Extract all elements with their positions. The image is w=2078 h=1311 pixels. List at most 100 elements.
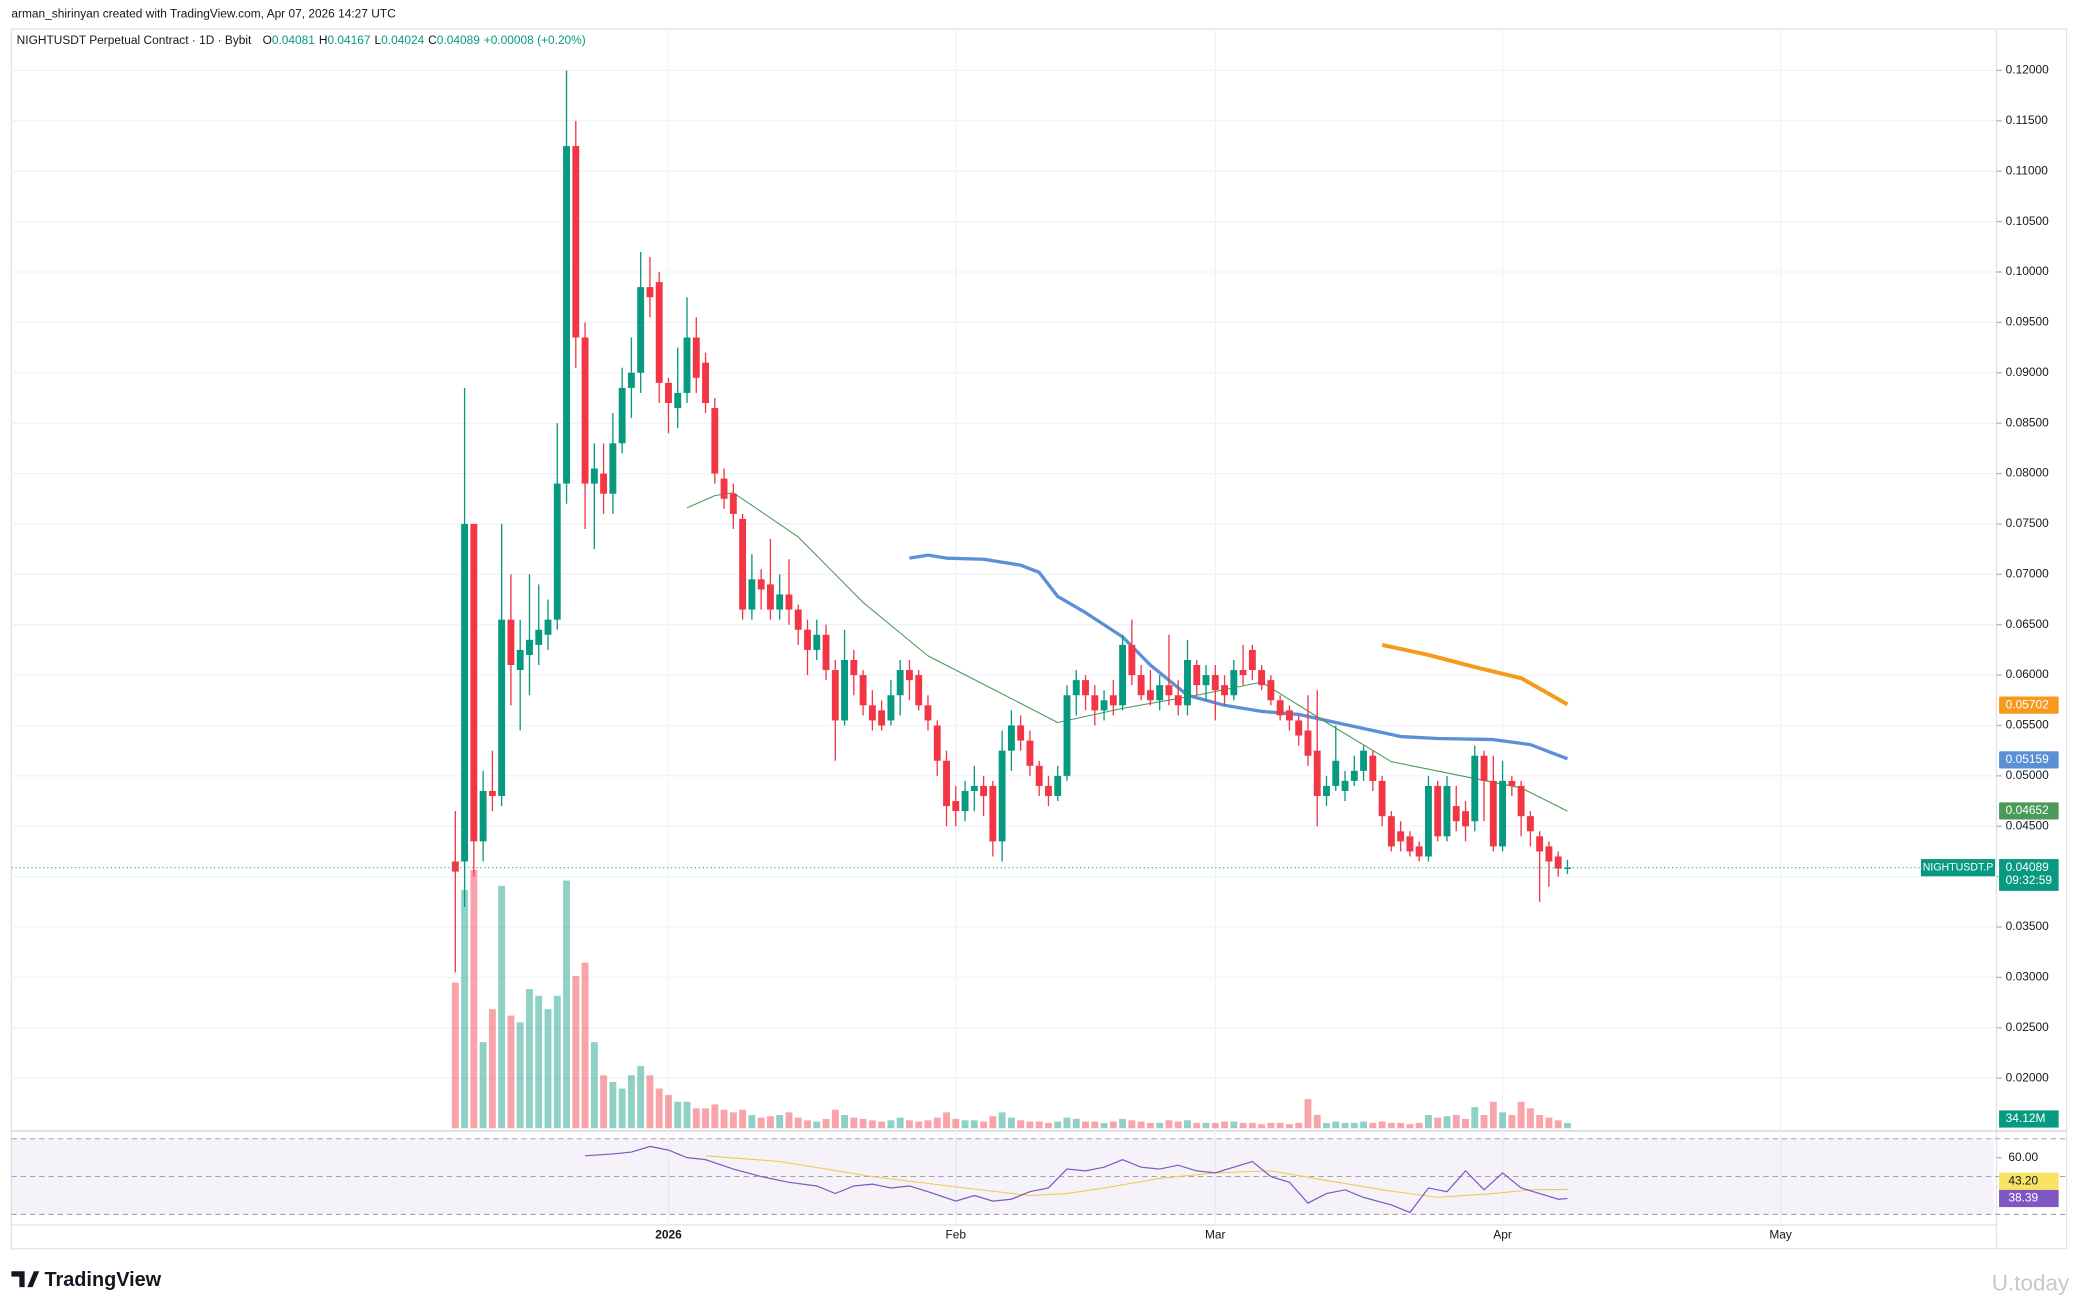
volume-bar bbox=[1499, 1112, 1507, 1129]
candle-body bbox=[665, 382, 672, 404]
logo-text: TradingView bbox=[44, 1269, 161, 1291]
candle-body bbox=[1369, 755, 1377, 781]
ohlc-value: 0.04024 bbox=[381, 33, 424, 47]
candle-body bbox=[627, 372, 635, 388]
volume-bar bbox=[1526, 1108, 1534, 1129]
volume-bar bbox=[1072, 1118, 1080, 1129]
candle-body bbox=[1239, 670, 1247, 676]
volume-bar bbox=[1323, 1122, 1330, 1129]
volume-bar bbox=[488, 1009, 496, 1129]
volume-bar bbox=[961, 1120, 969, 1129]
volume-bar bbox=[711, 1104, 719, 1129]
y-tick-label: 0.11000 bbox=[2006, 163, 2049, 177]
candle-body bbox=[859, 675, 867, 706]
candle-body bbox=[766, 584, 774, 610]
volume-bar bbox=[1248, 1122, 1256, 1129]
volume-bar bbox=[915, 1121, 923, 1129]
candle-body bbox=[1267, 680, 1275, 701]
volume-bar bbox=[1434, 1117, 1442, 1129]
volume-bar bbox=[1146, 1122, 1154, 1129]
candle-body bbox=[1480, 755, 1488, 781]
candle-body bbox=[1146, 690, 1154, 701]
ma-tag-bg bbox=[1999, 751, 2059, 769]
ohlc-value: 0.04081 bbox=[272, 33, 315, 47]
ohlc-key: O bbox=[263, 33, 272, 47]
volume-bar bbox=[1054, 1121, 1062, 1129]
volume-bar bbox=[627, 1075, 635, 1129]
volume-bar bbox=[1267, 1122, 1275, 1129]
volume-bar bbox=[1489, 1101, 1497, 1129]
candle-body bbox=[804, 629, 811, 650]
candle-body bbox=[470, 523, 478, 842]
candle-body bbox=[813, 634, 821, 650]
volume-bar bbox=[831, 1109, 839, 1129]
candle-body bbox=[1128, 644, 1136, 676]
y-tick-label: 0.05500 bbox=[2006, 718, 2049, 732]
candle-body bbox=[841, 659, 849, 721]
volume-bar bbox=[1360, 1121, 1368, 1129]
volume-bar bbox=[868, 1120, 876, 1129]
volume-bar bbox=[1295, 1122, 1303, 1129]
candle-body bbox=[1248, 649, 1256, 671]
candle-body bbox=[720, 478, 728, 499]
symbol: NIGHTUSDT Perpetual Contract · 1D · Bybi… bbox=[17, 33, 252, 47]
volume-bar bbox=[461, 889, 469, 1129]
candle-body bbox=[924, 705, 932, 721]
candle-body bbox=[776, 594, 784, 610]
candle-body bbox=[488, 790, 496, 797]
ma-tag-bg bbox=[1999, 802, 2059, 820]
volume-bar bbox=[1165, 1120, 1173, 1129]
volume-bar bbox=[1119, 1118, 1127, 1129]
candle-body bbox=[1082, 680, 1089, 696]
y-tick-label: 0.03500 bbox=[2006, 919, 2049, 933]
candle-body bbox=[1536, 836, 1544, 852]
candle-body bbox=[887, 695, 895, 721]
y-tick-label: 0.05000 bbox=[2006, 768, 2049, 782]
watermark: U.today bbox=[1992, 1270, 2070, 1295]
candle-body bbox=[1378, 780, 1386, 817]
volume-bar bbox=[1221, 1121, 1228, 1129]
y-tick-label: 0.07500 bbox=[2006, 516, 2049, 530]
volume-bar bbox=[1452, 1115, 1460, 1129]
candle-body bbox=[655, 282, 663, 383]
volume-bar bbox=[1397, 1122, 1405, 1129]
candle-body bbox=[1045, 785, 1052, 797]
volume-bar bbox=[1045, 1122, 1052, 1129]
candle-body bbox=[850, 659, 858, 676]
volume-bar bbox=[526, 989, 533, 1129]
volume-bar bbox=[739, 1109, 747, 1129]
volume-bar bbox=[1378, 1121, 1386, 1129]
volume-bar bbox=[479, 1042, 487, 1129]
ma-tag: 0.05702 bbox=[2006, 697, 2049, 711]
candle-body bbox=[1387, 816, 1395, 847]
candle-body bbox=[1489, 780, 1497, 847]
volume-bar bbox=[1536, 1115, 1544, 1129]
candle-body bbox=[980, 785, 988, 797]
volume-bar bbox=[1174, 1121, 1182, 1129]
candle-body bbox=[553, 483, 561, 620]
volume-bar bbox=[618, 1088, 626, 1129]
candle-body bbox=[563, 146, 570, 484]
volume-bar bbox=[933, 1117, 941, 1129]
volume-bar bbox=[507, 1015, 515, 1129]
rsi-tick-label: 60.00 bbox=[2008, 1150, 2038, 1164]
volume-bar bbox=[841, 1115, 849, 1129]
volume-bar bbox=[1545, 1117, 1553, 1129]
volume-bar bbox=[1480, 1115, 1488, 1129]
candle-body bbox=[1471, 755, 1479, 822]
volume-bar bbox=[766, 1116, 774, 1129]
volume-bar bbox=[1369, 1122, 1377, 1129]
y-tick-label: 0.06000 bbox=[2006, 667, 2049, 681]
volume-bar bbox=[1387, 1122, 1395, 1129]
candle-body bbox=[1054, 775, 1062, 797]
volume-bar bbox=[1554, 1120, 1562, 1129]
volume-bar bbox=[1211, 1122, 1219, 1129]
candle-body bbox=[1323, 785, 1330, 797]
candle-body bbox=[535, 629, 543, 645]
volume-bar bbox=[1564, 1122, 1571, 1129]
ma-tag: 0.05159 bbox=[2006, 752, 2049, 766]
volume-bar bbox=[535, 995, 543, 1129]
candle-body bbox=[461, 523, 469, 862]
volume-bar bbox=[451, 982, 459, 1129]
